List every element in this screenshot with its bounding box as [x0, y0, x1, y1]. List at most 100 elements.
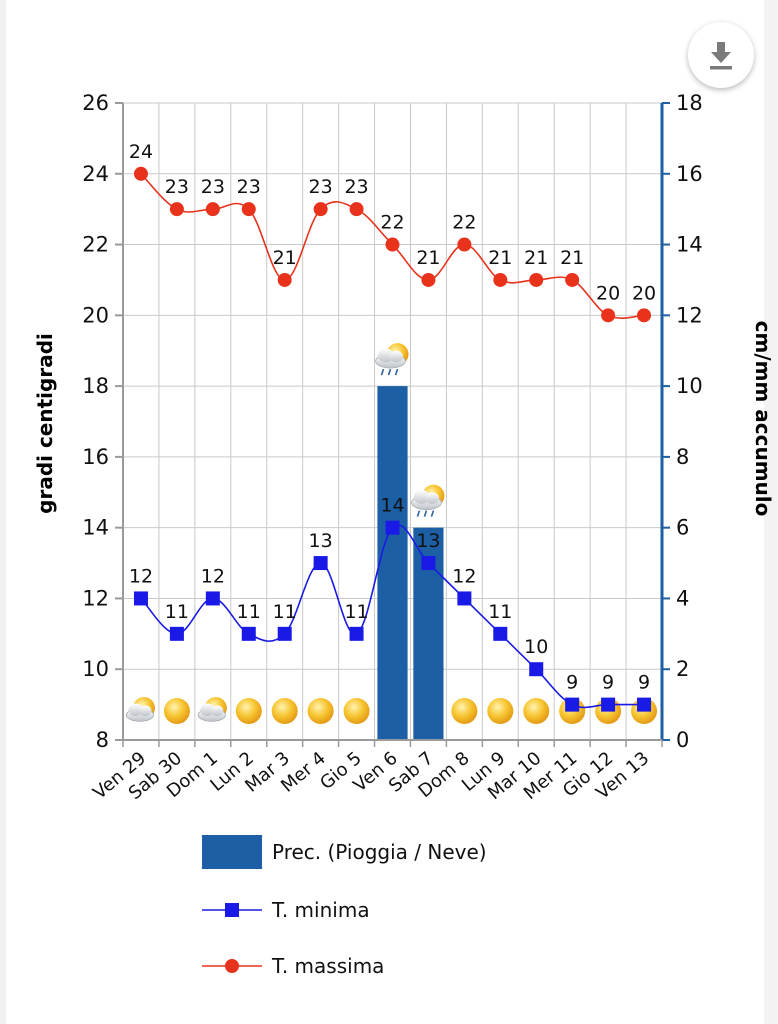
legend-item: T. minima — [202, 898, 370, 922]
data-label: 12 — [129, 565, 153, 587]
tmax-point — [457, 237, 472, 252]
left-tick-label: 20 — [82, 303, 109, 327]
data-label: 14 — [380, 495, 404, 517]
tmin-point — [637, 697, 652, 712]
data-label: 11 — [273, 601, 297, 623]
data-label: 24 — [129, 141, 153, 163]
data-label: 22 — [380, 212, 404, 234]
tmin-point — [241, 626, 256, 641]
tmax-point — [205, 202, 220, 217]
data-label: 11 — [165, 601, 189, 623]
data-label: 11 — [237, 601, 261, 623]
tmax-point — [529, 272, 544, 287]
data-label: 21 — [524, 247, 548, 269]
legend-label: Prec. (Pioggia / Neve) — [272, 840, 487, 864]
data-label: 23 — [165, 176, 189, 198]
sun-icon — [343, 698, 370, 724]
left-tick-label: 24 — [82, 162, 109, 186]
tmin-point — [133, 591, 148, 606]
weather-icons — [125, 343, 658, 724]
rain-sun-icon — [411, 484, 445, 517]
tmin-point — [529, 662, 544, 677]
tmax-point — [421, 272, 436, 287]
data-label: 11 — [488, 601, 512, 623]
download-icon — [710, 42, 732, 70]
right-scroll-edge — [764, 0, 778, 1024]
tmin-point — [565, 697, 580, 712]
sun-icon — [523, 698, 550, 724]
right-tick-label: 16 — [676, 162, 703, 186]
tmax-point — [385, 237, 400, 252]
data-label: 23 — [201, 176, 225, 198]
legend-item: T. massima — [202, 954, 384, 978]
data-label: 21 — [416, 247, 440, 269]
right-tick-label: 2 — [676, 657, 689, 681]
right-tick-label: 4 — [676, 586, 689, 610]
tmax-point — [565, 272, 580, 287]
legend-marker-square — [225, 903, 239, 917]
sun-cloud-icon — [197, 697, 227, 722]
axes — [115, 102, 670, 747]
data-label: 9 — [602, 672, 614, 694]
tmin-point — [601, 697, 616, 712]
left-tick-label: 14 — [82, 516, 109, 540]
left-tick-label: 18 — [82, 374, 109, 398]
legend-label: T. massima — [271, 954, 384, 978]
data-label: 23 — [237, 176, 261, 198]
data-label: 23 — [309, 176, 333, 198]
data-label: 13 — [309, 530, 333, 552]
sun-icon — [307, 698, 334, 724]
right-tick-label: 18 — [676, 91, 703, 115]
tmax-point — [169, 202, 184, 217]
right-tick-label: 14 — [676, 233, 703, 257]
right-tick-label: 0 — [676, 728, 689, 752]
temperature-lines: 24 23 23 23 21 23 23 22 21 22 21 21 21 20 20 12 11 12 11 11… — [129, 141, 656, 712]
right-tick-label: 6 — [676, 516, 689, 540]
data-label: 20 — [632, 282, 656, 304]
tmax-point — [349, 202, 364, 217]
sun-icon — [271, 698, 298, 724]
tmin-point — [349, 626, 364, 641]
tmin-point — [277, 626, 292, 641]
download-button[interactable] — [688, 22, 754, 88]
sun-cloud-icon — [125, 697, 155, 722]
rain-sun-icon — [375, 343, 409, 376]
legend-marker-circle — [225, 959, 239, 973]
left-tick-label: 16 — [82, 445, 109, 469]
legend: Prec. (Pioggia / Neve) T. minima T. massim… — [202, 835, 487, 978]
data-label: 9 — [638, 672, 650, 694]
data-label: 21 — [488, 247, 512, 269]
left-tick-label: 22 — [82, 233, 109, 257]
right-tick-label: 12 — [676, 303, 703, 327]
tmax-point — [313, 202, 328, 217]
data-label: 12 — [201, 565, 225, 587]
tmin-point — [205, 591, 220, 606]
data-label: 10 — [524, 636, 548, 658]
tmin-point — [493, 626, 508, 641]
tmax-point — [637, 308, 652, 323]
tmin-point — [313, 556, 328, 571]
tmin-point — [385, 520, 400, 535]
series-line — [140, 524, 645, 709]
data-label: 21 — [273, 247, 297, 269]
tmin-point — [457, 591, 472, 606]
tmin-point — [169, 626, 184, 641]
data-label: 13 — [416, 530, 440, 552]
data-label: 21 — [560, 247, 584, 269]
right-axis-title: cm/mm accumulo — [751, 321, 775, 517]
left-tick-label: 10 — [82, 657, 109, 681]
tmax-point — [241, 202, 256, 217]
left-tick-label: 12 — [82, 586, 109, 610]
tmax-point — [493, 272, 508, 287]
left-tick-label: 8 — [96, 728, 109, 752]
tmax-point — [601, 308, 616, 323]
data-label: 9 — [566, 672, 578, 694]
right-tick-label: 8 — [676, 445, 689, 469]
legend-item: Prec. (Pioggia / Neve) — [202, 835, 487, 869]
data-label: 20 — [596, 282, 620, 304]
left-edge — [0, 0, 6, 1024]
tmax-point — [133, 166, 148, 181]
